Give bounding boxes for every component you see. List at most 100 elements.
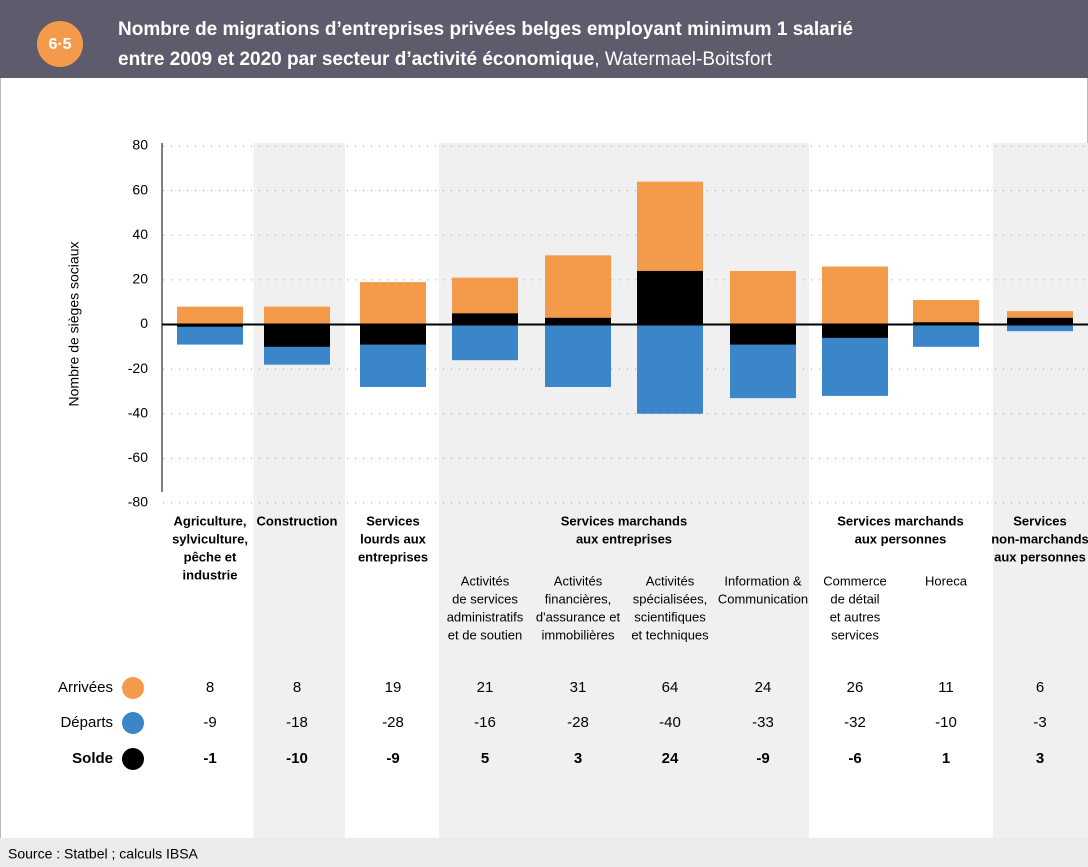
x-tick-label: services [831, 627, 879, 642]
x-tick-label: et autres [830, 609, 881, 624]
title-line: Nombre de migrations d’entreprises privé… [118, 19, 853, 40]
group-label: Services marchands [837, 513, 963, 528]
bar [730, 270, 796, 325]
value-label: -9 [386, 750, 399, 767]
value-label: 8 [206, 679, 214, 696]
bar [637, 270, 703, 325]
value-label: 3 [1036, 750, 1044, 767]
bar [360, 282, 426, 325]
group-label: aux entreprises [576, 531, 672, 546]
bar [545, 317, 611, 325]
value-label: -16 [474, 714, 496, 731]
y-tick-label: -20 [128, 360, 148, 376]
bar [822, 266, 888, 325]
y-tick-label: 40 [132, 226, 148, 242]
footer-band [0, 838, 1088, 867]
x-tick-label: Construction [257, 513, 338, 528]
x-tick-label: financières, [545, 591, 611, 606]
x-tick-label: Agriculture, [174, 513, 247, 528]
x-tick-label: Commerce [823, 573, 887, 588]
header-band [0, 0, 1088, 78]
x-tick-label: spécialisées, [633, 591, 707, 606]
value-label: -10 [935, 714, 957, 731]
y-tick-label: 20 [132, 271, 148, 287]
x-tick-label: d'assurance et [536, 609, 621, 624]
bar [545, 324, 611, 387]
y-tick-label: 80 [132, 137, 148, 153]
value-label: 24 [755, 679, 772, 696]
badge-text: 6·5 [48, 36, 71, 53]
bar [452, 324, 518, 361]
x-tick-label: Information & [724, 573, 802, 588]
x-tick-label: de services [452, 591, 518, 606]
x-tick-label: et de soutien [448, 627, 522, 642]
x-tick-label: administratifs [447, 609, 524, 624]
bar [913, 299, 979, 325]
x-tick-label: industrie [183, 567, 238, 582]
x-tick-label: Activités [554, 573, 603, 588]
legend-label: Solde [72, 750, 113, 767]
value-label: 24 [662, 750, 679, 767]
legend-swatch [122, 748, 144, 770]
legend-label: Arrivées [58, 679, 113, 696]
bar [264, 324, 330, 347]
y-axis-label: Nombre de sièges sociaux [66, 242, 82, 407]
value-label: -3 [1033, 714, 1046, 731]
x-tick-label: de détail [830, 591, 879, 606]
legend-swatch [122, 677, 144, 699]
column-band [439, 143, 809, 838]
bar [637, 324, 703, 414]
value-label: -18 [286, 714, 308, 731]
value-label: 26 [847, 679, 864, 696]
column-band [993, 143, 1088, 838]
title-bold: entre 2009 et 2020 par secteur d’activit… [118, 49, 594, 70]
legend-label: Départs [60, 714, 113, 731]
bar [730, 324, 796, 345]
value-label: 21 [477, 679, 494, 696]
bar [177, 324, 243, 327]
x-tick-label: entreprises [358, 549, 428, 564]
x-tick-label: Activités [461, 573, 510, 588]
value-label: 19 [385, 679, 402, 696]
x-tick-label: lourds aux [360, 531, 427, 546]
x-tick-label: non-marchands [991, 531, 1088, 546]
value-label: 31 [570, 679, 587, 696]
bar [913, 322, 979, 325]
value-label: -10 [286, 750, 308, 767]
legend-swatch [122, 712, 144, 734]
bar [545, 255, 611, 325]
x-tick-label: Services [366, 513, 420, 528]
bar [913, 324, 979, 347]
x-tick-label: sylviculture, [172, 531, 248, 546]
value-label: -32 [844, 714, 866, 731]
x-tick-label: Activités [646, 573, 695, 588]
title-line: entre 2009 et 2020 par secteur d’activit… [118, 49, 773, 70]
bar [1007, 324, 1073, 332]
y-tick-label: -40 [128, 404, 148, 420]
group-label: Services marchands [561, 513, 687, 528]
value-label: 3 [574, 750, 582, 767]
value-label: 1 [942, 750, 950, 767]
value-label: -1 [203, 750, 216, 767]
x-tick-label: Services [1013, 513, 1067, 528]
y-tick-label: -80 [128, 494, 148, 510]
bar [177, 306, 243, 325]
x-tick-label: immobilières [542, 627, 615, 642]
value-label: -9 [203, 714, 216, 731]
bar [360, 324, 426, 345]
value-label: 8 [293, 679, 301, 696]
value-label: 64 [662, 679, 679, 696]
value-label: -28 [382, 714, 404, 731]
y-tick-label: 60 [132, 181, 148, 197]
bar [822, 324, 888, 338]
x-tick-label: Horeca [925, 573, 968, 588]
badge [37, 21, 83, 67]
x-tick-label: Communication [718, 591, 808, 606]
bar [1007, 317, 1073, 325]
value-label: -9 [756, 750, 769, 767]
column-band [253, 143, 345, 838]
value-label: 5 [481, 750, 489, 767]
value-label: -40 [659, 714, 681, 731]
bar [452, 313, 518, 325]
